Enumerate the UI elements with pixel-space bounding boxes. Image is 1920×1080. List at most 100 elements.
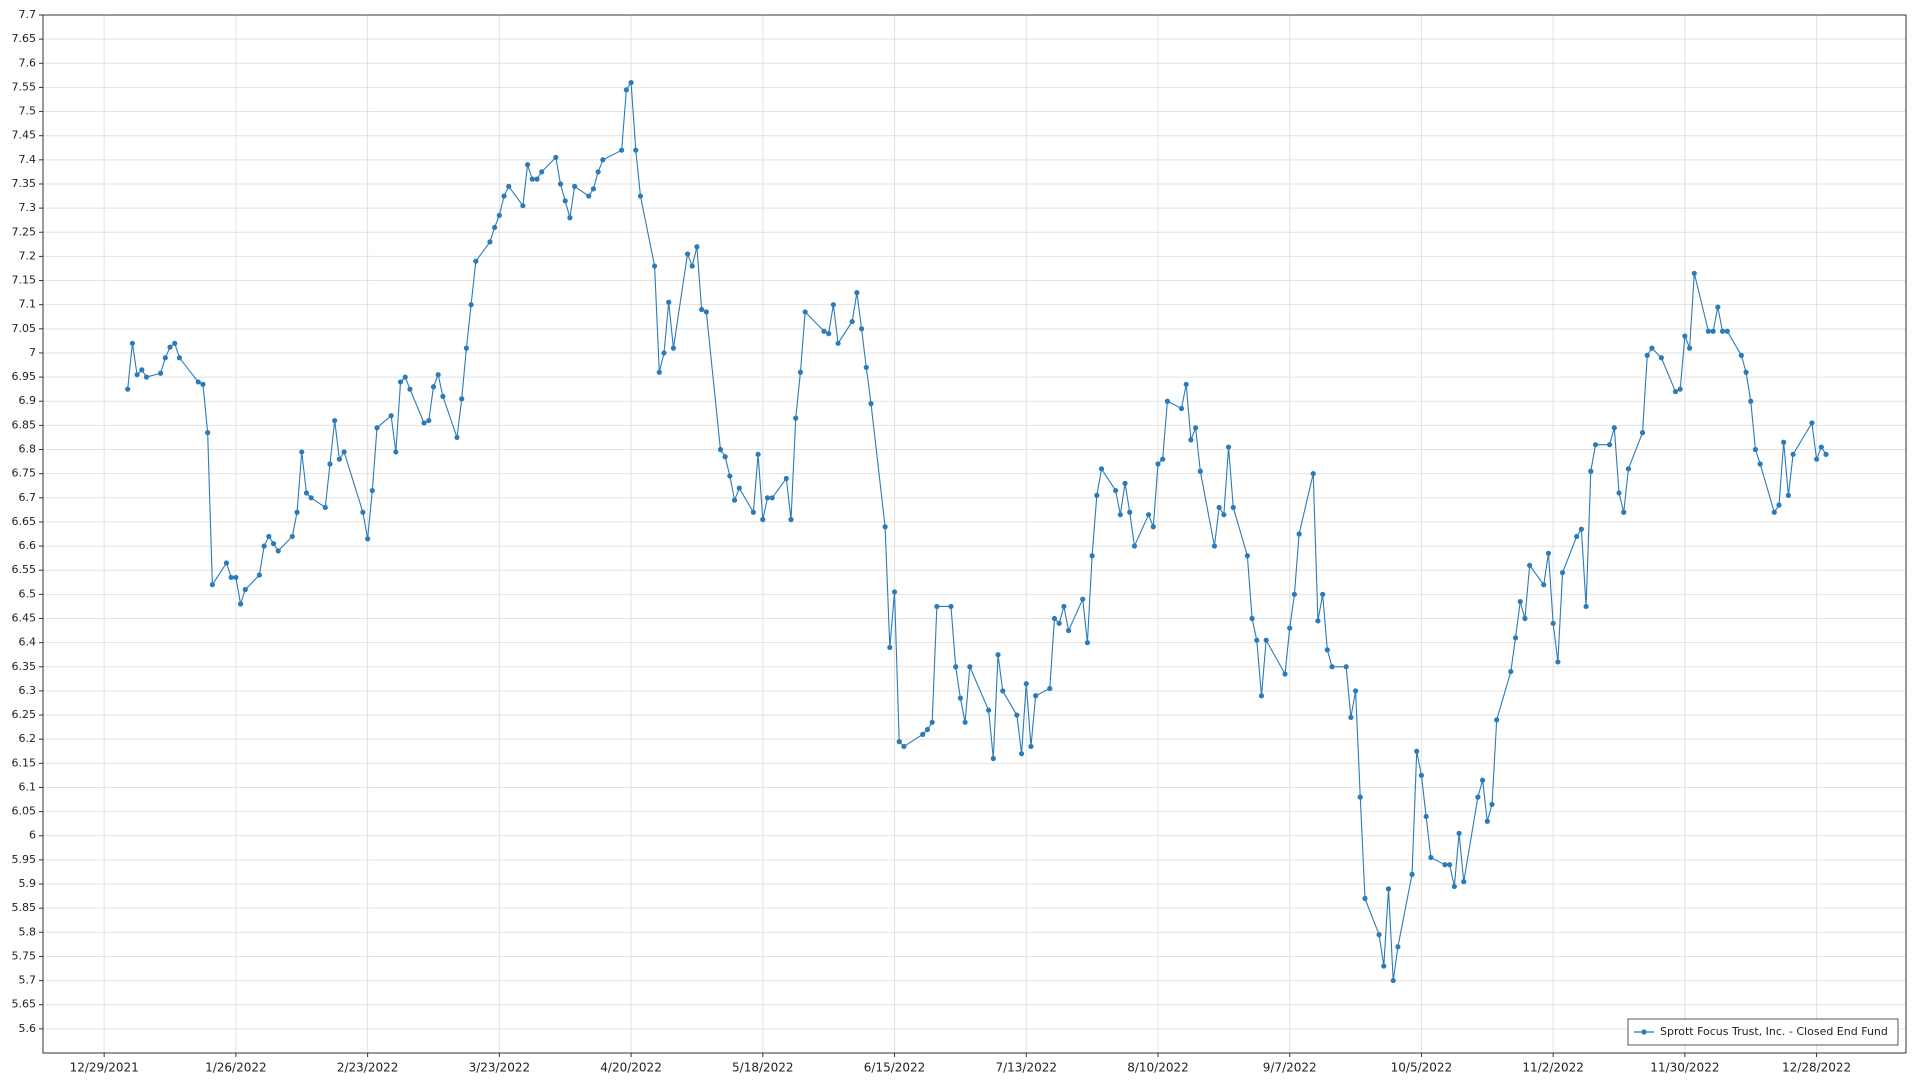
point [1197,468,1203,474]
point [1583,603,1589,610]
point [1230,504,1236,511]
point [600,157,606,163]
point [289,533,295,540]
point [651,263,658,269]
y-tick-label: 7.1 [19,298,37,311]
point [524,162,531,168]
point [1155,461,1161,467]
point [689,263,695,269]
point [1291,591,1298,597]
point [656,369,662,375]
point [1771,509,1777,515]
point [369,487,375,494]
point [882,524,888,530]
point [760,516,766,523]
point [1329,664,1335,670]
point [1611,425,1617,431]
y-tick-label: 7.25 [12,225,37,238]
point [1395,944,1401,950]
y-tick-label: 7.4 [19,153,37,166]
point [694,244,700,250]
point [139,367,145,373]
point [1428,854,1434,861]
point [237,601,244,607]
point [717,446,724,453]
point [1781,439,1787,445]
point [430,384,437,390]
point [1607,442,1613,448]
point [1089,553,1095,559]
point [1738,352,1744,358]
point [1639,430,1646,436]
point [1461,879,1467,885]
point [426,417,432,424]
point [1752,446,1759,453]
point [802,309,808,315]
point [1122,480,1128,486]
point [501,193,507,199]
point [1559,570,1566,576]
point [256,572,263,578]
point [830,302,836,308]
y-tick-label: 7.45 [12,129,37,142]
point [684,251,691,257]
point [1320,591,1326,597]
y-tick-label: 5.65 [12,998,37,1011]
point [793,415,799,421]
point [393,449,399,455]
point [365,536,371,542]
point [270,541,277,547]
point [360,509,366,515]
y-tick-label: 6.55 [12,563,37,576]
point [1757,461,1763,467]
point [1315,618,1321,624]
point [397,379,404,385]
point [863,364,869,371]
point [990,755,996,762]
x-tick-label: 11/30/2022 [1650,1061,1719,1075]
point [1494,717,1500,723]
point [294,509,300,515]
y-tick-label: 5.7 [19,974,37,987]
point [1414,748,1420,754]
legend-label: Sprott Focus Trust, Inc. - Closed End Fu… [1660,1025,1888,1038]
point [1512,635,1519,641]
point [929,719,935,725]
y-tick-label: 6.45 [12,611,37,624]
point [553,154,559,161]
point [487,239,493,245]
point [1522,615,1528,622]
point [891,589,898,595]
y-tick-label: 7.65 [12,32,37,45]
y-tick-label: 7.3 [19,201,37,214]
y-tick-label: 7 [29,346,36,359]
point [750,509,756,515]
point [1343,664,1349,670]
point [1423,813,1429,820]
point [854,290,860,296]
point [595,169,601,175]
point [473,258,479,264]
y-tick-label: 6.15 [12,756,37,769]
point [586,193,592,199]
point [1249,615,1255,622]
x-tick-label: 2/23/2022 [337,1061,399,1075]
point [868,401,874,407]
point [1686,345,1693,351]
point [1258,693,1265,699]
point [1098,466,1105,472]
point [125,386,131,392]
point [1682,333,1688,339]
point [336,456,342,462]
point [562,198,568,204]
point [200,381,206,387]
point [590,186,597,192]
point [1047,685,1053,692]
point [1014,712,1020,718]
point [1691,270,1697,276]
point [374,425,380,431]
y-tick-label: 6.6 [19,539,37,552]
y-tick-label: 6.25 [12,708,37,721]
y-tick-label: 6.75 [12,467,37,480]
point [308,495,314,501]
